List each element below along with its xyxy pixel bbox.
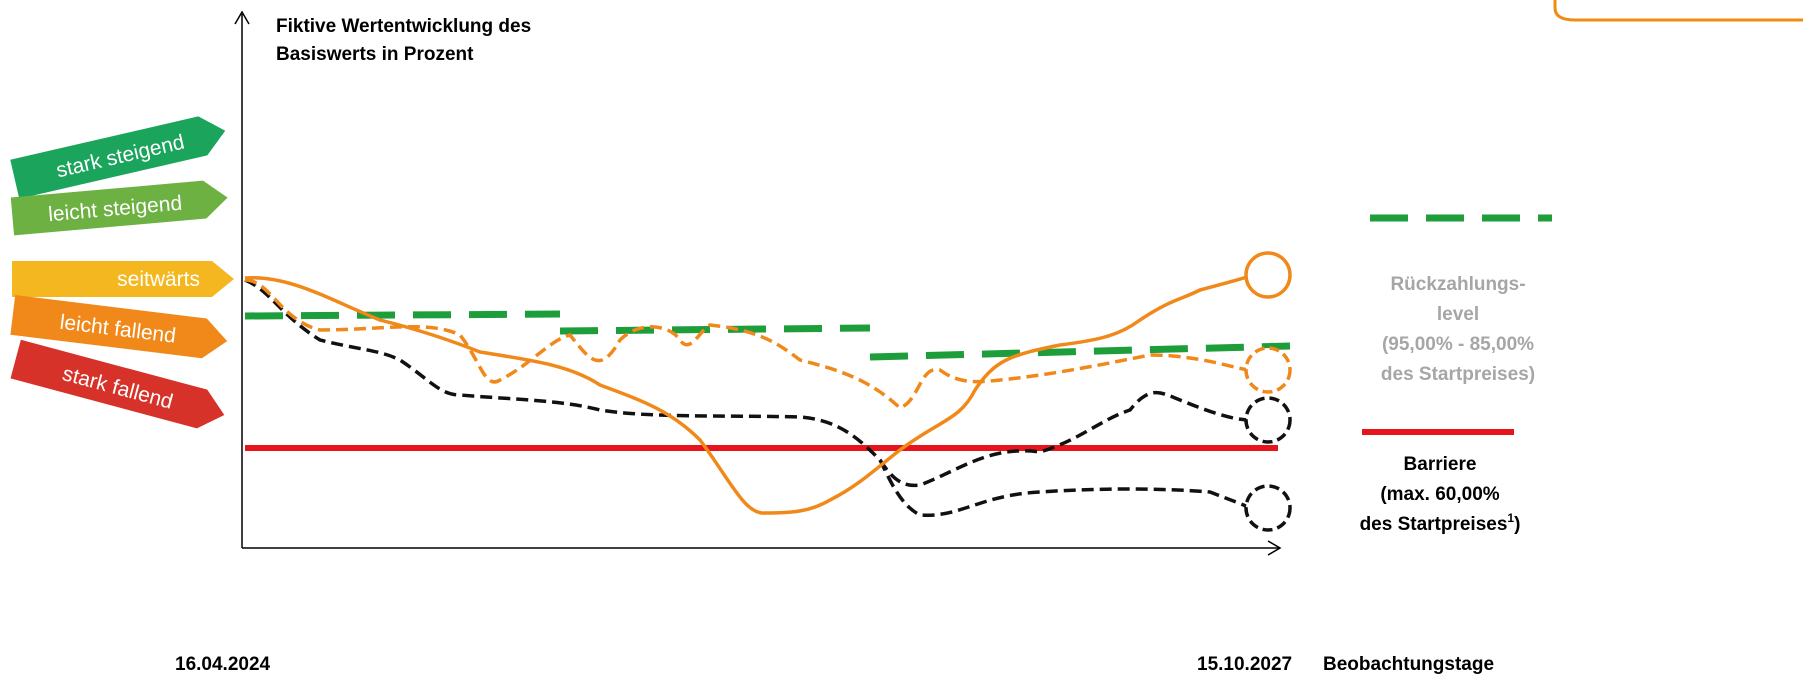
scenario-arrow: seitwärts	[12, 261, 234, 297]
scenario-arrow: leicht steigend	[10, 180, 228, 236]
y-arrow	[234, 10, 250, 25]
x-arrow	[1267, 540, 1282, 556]
path-orange-solid	[244, 274, 1251, 515]
path-black-2	[878, 390, 1251, 488]
axis-title: Basiswerts in Prozent	[276, 44, 474, 65]
legend-text: (max. 60,00%	[1380, 484, 1499, 505]
legend-text: )	[1514, 514, 1520, 535]
legend-text: Rückzahlungs-	[1390, 274, 1525, 295]
x-axis-label: Beobachtungstage	[1323, 654, 1494, 675]
path-orange-dashed	[244, 278, 1251, 411]
repayment-level	[244, 310, 1291, 361]
box-outline	[1553, 0, 1803, 22]
legend-text: des Startpreises	[1360, 514, 1508, 535]
legend-text: des Startpreises1)	[1360, 511, 1521, 535]
scenario-label: seitwärts	[117, 268, 200, 291]
legend-text: des Startpreises)	[1381, 364, 1535, 385]
end-circle	[1244, 484, 1292, 532]
footnote-mark: 1	[1507, 511, 1514, 525]
end-circle	[1244, 346, 1292, 394]
scenario-arrow: leicht fallend	[10, 294, 228, 359]
end-circle	[1244, 396, 1292, 444]
start-date: 16.04.2024	[175, 654, 271, 675]
legend-text: Barriere	[1404, 454, 1477, 475]
legend-text: level	[1437, 304, 1479, 325]
end-date: 15.10.2027	[1197, 654, 1292, 675]
end-circle	[1244, 251, 1292, 299]
axis-title: Fiktive Wertentwicklung des	[276, 16, 531, 37]
path-black-1	[244, 278, 1251, 517]
legend-text: (95,00% - 85,00%	[1382, 334, 1534, 355]
